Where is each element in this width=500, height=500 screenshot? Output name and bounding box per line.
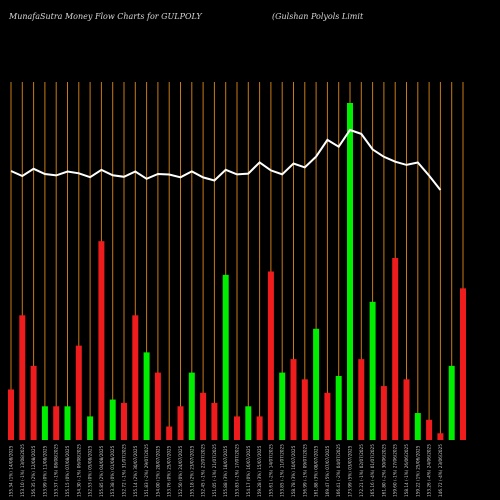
x-tick-label: 155.61 (-2%) 14/07/2025 bbox=[268, 444, 273, 497]
money-flow-bar bbox=[109, 399, 116, 440]
money-flow-bar bbox=[121, 402, 127, 440]
x-tick-label: 159.28 (3%) 15/07/2025 bbox=[257, 445, 262, 497]
money-flow-bar bbox=[426, 419, 433, 440]
money-flow-bar bbox=[166, 426, 173, 440]
chart-title-left: MunafaSutra Money Flow Charts for GULPOL… bbox=[9, 12, 202, 21]
money-flow-bar bbox=[132, 315, 139, 440]
x-tick-label: 155.15 (0%) 07/08/2025 bbox=[65, 445, 70, 497]
money-flow-bar bbox=[41, 406, 48, 440]
money-flow-bar bbox=[30, 365, 37, 440]
money-flow-bar bbox=[98, 241, 105, 440]
x-tick-label: 158.78 (3%) 10/07/2025 bbox=[291, 445, 296, 497]
money-flow-bar bbox=[200, 392, 207, 440]
money-flow-bar bbox=[188, 372, 195, 440]
x-tick-label: 153.83 (-1%) 17/07/2025 bbox=[235, 444, 240, 497]
x-tick-label: 153.10 (-1%) 13/08/2025 bbox=[20, 444, 25, 497]
x-tick-label: 153.76 (0%) 25/07/2025 bbox=[167, 445, 172, 497]
x-tick-labels: 155.34 (1%) 14/08/2025 153.10 (-1%) 13/08… bbox=[9, 444, 443, 497]
x-tick-label: 146.72 (-4%) 23/06/2025 bbox=[438, 444, 443, 497]
x-tick-label: 161.88 (3%) 08/07/2025 bbox=[314, 445, 319, 497]
money-flow-bar bbox=[75, 345, 82, 440]
chart-title-right: (Gulshan Polyols Limit bbox=[272, 12, 364, 21]
money-flow-bar bbox=[245, 406, 252, 440]
x-tick-label: 154.30 (-1%) 06/08/2025 bbox=[76, 444, 81, 497]
money-flow-bar bbox=[290, 359, 297, 440]
money-flow-bar bbox=[143, 352, 150, 440]
money-flow-bar bbox=[154, 372, 161, 440]
money-flow-bar bbox=[211, 402, 218, 440]
money-flow-bar bbox=[177, 406, 184, 440]
money-flow-bar bbox=[279, 372, 286, 440]
money-flow-bar bbox=[234, 416, 240, 440]
x-tick-label: 159.60 (-1%) 27/06/2025 bbox=[393, 444, 398, 497]
x-tick-label: 153.85 (-1%) 11/07/2025 bbox=[280, 444, 285, 497]
money-flow-bar bbox=[403, 379, 410, 440]
x-tick-label: 169.47 (5%) 07/07/2025 bbox=[325, 445, 330, 497]
x-tick-label: 154.00 (1%) 28/07/2025 bbox=[155, 445, 160, 497]
x-tick-label: 155.88 (3%) 18/07/2025 bbox=[223, 445, 228, 497]
money-flow-bar bbox=[87, 416, 94, 440]
x-tick-label: 153.99 (0%) 11/08/2025 bbox=[42, 445, 47, 497]
money-flow-bar bbox=[437, 433, 444, 440]
x-tick-label: 172.21 (-1%) 02/07/2025 bbox=[359, 444, 364, 497]
x-tick-label: 154.17 (0%) 16/07/2025 bbox=[246, 445, 251, 497]
x-tick-label: 155.34 (1%) 14/08/2025 bbox=[9, 445, 14, 497]
x-tick-label: 153.38 (0%) 01/08/2025 bbox=[110, 445, 115, 497]
x-tick-label: 155.14 (2%) 30/07/2025 bbox=[133, 445, 138, 497]
money-flow-bar bbox=[335, 375, 342, 440]
x-tick-label: 153.26 (-4%) 24/06/2025 bbox=[427, 444, 432, 497]
x-tick-label: 151.05 (-1%) 21/07/2025 bbox=[212, 444, 217, 497]
money-flow-bar bbox=[358, 359, 365, 440]
money-flow-bar bbox=[301, 379, 308, 440]
x-tick-label: 173.99 (5%) 03/07/2025 bbox=[348, 445, 353, 497]
money-flow-bar bbox=[324, 392, 331, 440]
money-flow-bar bbox=[460, 288, 466, 440]
money-flow-bar bbox=[64, 406, 71, 440]
x-tick-label: 155.85 (2%) 04/08/2025 bbox=[99, 445, 104, 497]
x-tick-label: 152.50 (0%) 24/07/2025 bbox=[178, 445, 183, 497]
money-flow-bar bbox=[448, 365, 455, 440]
x-tick-label: 153.37 (-1%) 08/08/2025 bbox=[54, 444, 59, 497]
money-flow-bar bbox=[380, 386, 387, 440]
x-tick-label: 152.53 (0%) 05/08/2025 bbox=[88, 445, 93, 497]
money-flow-bar bbox=[347, 103, 353, 440]
x-tick-label: 152.45 (-1%) 22/07/2025 bbox=[201, 444, 206, 497]
money-flow-bar bbox=[369, 301, 376, 440]
x-tick-label: 152.72 (-1%) 31/07/2025 bbox=[122, 444, 127, 497]
money-flow-bar bbox=[222, 274, 229, 440]
money-flow-bar bbox=[8, 389, 14, 440]
x-tick-label: 161.80 (-2%) 30/06/2025 bbox=[381, 444, 386, 497]
price-line bbox=[10, 128, 442, 191]
x-tick-label: 159.22 (1%) 25/06/2025 bbox=[415, 445, 420, 497]
x-tick-label: 151.83 (-2%) 29/07/2025 bbox=[144, 444, 149, 497]
money-flow-bar bbox=[19, 315, 26, 440]
x-tick-label: 156.35 (2%) 12/08/2025 bbox=[31, 445, 36, 497]
x-tick-label: 155.18 (2%) 23/07/2025 bbox=[189, 445, 194, 497]
money-flow-bar bbox=[392, 258, 399, 440]
money-flow-bars bbox=[8, 103, 466, 440]
money-flow-bar bbox=[267, 271, 274, 440]
money-flow-bar bbox=[256, 416, 263, 440]
x-tick-label: 158.14 (-1%) 26/06/2025 bbox=[404, 444, 409, 497]
money-flow-bar bbox=[414, 413, 421, 440]
money-flow-bar bbox=[313, 328, 320, 440]
x-tick-label: 165.16 (-4%) 01/07/2025 bbox=[370, 444, 375, 497]
x-tick-label: 166.41 (-2%) 04/07/2025 bbox=[336, 444, 341, 497]
x-tick-label: 156.99 (-1%) 09/07/2025 bbox=[302, 444, 307, 497]
money-flow-bar bbox=[53, 406, 60, 440]
